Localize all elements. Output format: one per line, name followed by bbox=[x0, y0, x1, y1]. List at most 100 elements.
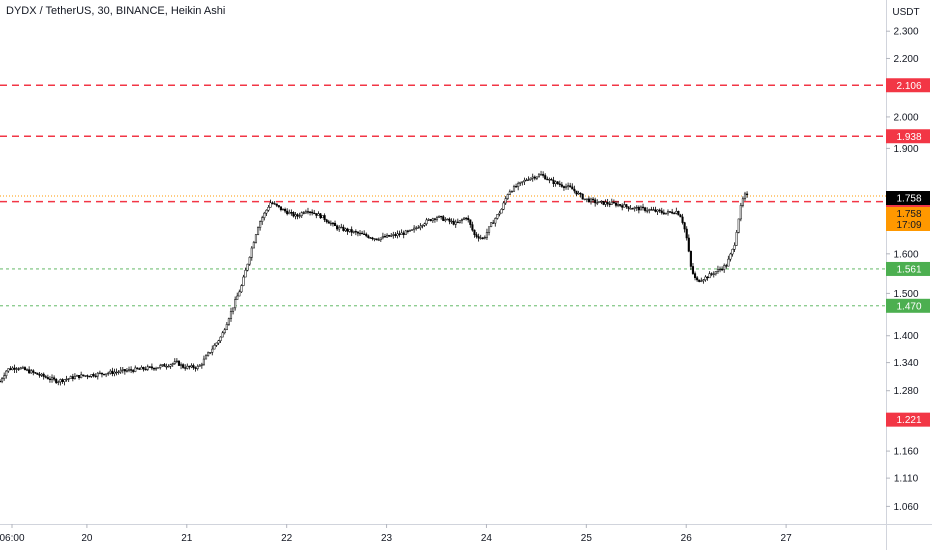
candle-body bbox=[508, 191, 511, 195]
y-tick-label: 1.340 bbox=[893, 358, 918, 369]
candle-body bbox=[163, 364, 166, 367]
candle-body bbox=[571, 186, 574, 190]
candle-body bbox=[475, 234, 478, 237]
candle-body bbox=[223, 329, 226, 333]
candle-body bbox=[573, 188, 576, 192]
candle-body bbox=[196, 366, 199, 369]
candle-body bbox=[617, 204, 620, 206]
candle-body bbox=[21, 367, 24, 369]
candle-body bbox=[677, 210, 680, 216]
candle-body bbox=[34, 372, 37, 374]
price-line-1-221-badge bbox=[886, 412, 930, 427]
candle-body bbox=[660, 210, 663, 213]
candle-body bbox=[46, 377, 49, 380]
candle-body bbox=[313, 212, 316, 215]
candle-body bbox=[527, 179, 530, 181]
candle-body bbox=[130, 369, 133, 371]
candle-body bbox=[361, 232, 364, 235]
candle-body bbox=[487, 226, 491, 233]
candle-body bbox=[325, 219, 328, 222]
candle-body bbox=[375, 238, 378, 241]
x-tick-label: 22 bbox=[281, 533, 293, 544]
candle-body bbox=[100, 372, 104, 375]
candle-body bbox=[523, 179, 526, 182]
y-tick-label: 1.160 bbox=[893, 447, 918, 458]
candle-body bbox=[687, 237, 690, 252]
candle-body bbox=[3, 375, 6, 379]
candle-body bbox=[398, 233, 401, 235]
candle-body bbox=[331, 222, 335, 225]
candle-body bbox=[731, 249, 734, 255]
candle-body bbox=[614, 202, 618, 206]
candle-body bbox=[63, 379, 66, 382]
candle-body bbox=[577, 192, 580, 195]
candle-body bbox=[259, 221, 262, 228]
candle-body bbox=[496, 214, 499, 219]
candle-body bbox=[683, 222, 686, 230]
candle-body bbox=[292, 212, 295, 217]
candle-body bbox=[159, 365, 162, 368]
candle-body bbox=[654, 209, 657, 212]
candle-body bbox=[261, 217, 264, 222]
candle-body bbox=[521, 181, 524, 183]
candle-body bbox=[606, 201, 609, 205]
price-line-2-106-label: 2.106 bbox=[896, 81, 921, 92]
candle-body bbox=[244, 269, 247, 278]
candle-body bbox=[30, 370, 33, 374]
candle-body bbox=[363, 233, 366, 235]
candle-body bbox=[729, 253, 732, 260]
candle-body bbox=[117, 371, 120, 373]
price-line-2-106-badge bbox=[886, 78, 930, 93]
candle-body bbox=[641, 206, 645, 209]
candle-body bbox=[402, 232, 405, 235]
candle-body bbox=[646, 210, 649, 212]
candle-body bbox=[338, 227, 341, 230]
candle-body bbox=[675, 210, 678, 214]
candle-body bbox=[723, 265, 726, 270]
candle-body bbox=[327, 221, 330, 224]
candle-body bbox=[59, 379, 62, 383]
candle-body bbox=[202, 358, 205, 365]
candle-body bbox=[242, 276, 245, 286]
candle-body bbox=[696, 277, 699, 281]
candle-body bbox=[619, 204, 622, 206]
candle-body bbox=[479, 237, 482, 239]
candle-body bbox=[232, 307, 235, 312]
candle-body bbox=[263, 212, 266, 218]
candle-body bbox=[481, 237, 484, 239]
candle-body bbox=[367, 235, 370, 238]
candle-body bbox=[69, 376, 72, 379]
candle-body bbox=[5, 370, 8, 377]
candle-body bbox=[317, 213, 320, 216]
candle-body bbox=[721, 268, 724, 271]
candle-body bbox=[383, 235, 387, 238]
candle-body bbox=[365, 233, 368, 237]
price-line-1-561-label: 1.561 bbox=[896, 264, 921, 275]
candle-body bbox=[119, 370, 122, 373]
candle-body bbox=[681, 216, 684, 223]
candle-body bbox=[485, 232, 489, 238]
candle-body bbox=[679, 214, 682, 218]
chart-title: DYDX / TetherUS, 30, BINANCE, Heikin Ash… bbox=[6, 5, 226, 17]
candle-body bbox=[1, 378, 4, 382]
candle-body bbox=[596, 202, 599, 204]
candle-body bbox=[662, 212, 665, 215]
candle-body bbox=[413, 227, 416, 231]
candle-body bbox=[98, 372, 101, 375]
candle-body bbox=[373, 238, 376, 240]
candle-body bbox=[140, 367, 143, 370]
candle-body bbox=[61, 379, 64, 382]
price-line-1-561-badge bbox=[886, 261, 930, 276]
candle-body bbox=[165, 366, 168, 368]
y-tick-label: 1.600 bbox=[893, 249, 918, 260]
candle-body bbox=[442, 216, 445, 221]
candle-body bbox=[741, 198, 744, 206]
candle-body bbox=[666, 211, 670, 214]
candle-body bbox=[421, 225, 424, 227]
candle-body bbox=[169, 364, 172, 367]
candle-body bbox=[460, 219, 464, 221]
candle-body bbox=[311, 211, 314, 214]
candle-body bbox=[629, 208, 632, 210]
candle-body bbox=[417, 227, 420, 229]
